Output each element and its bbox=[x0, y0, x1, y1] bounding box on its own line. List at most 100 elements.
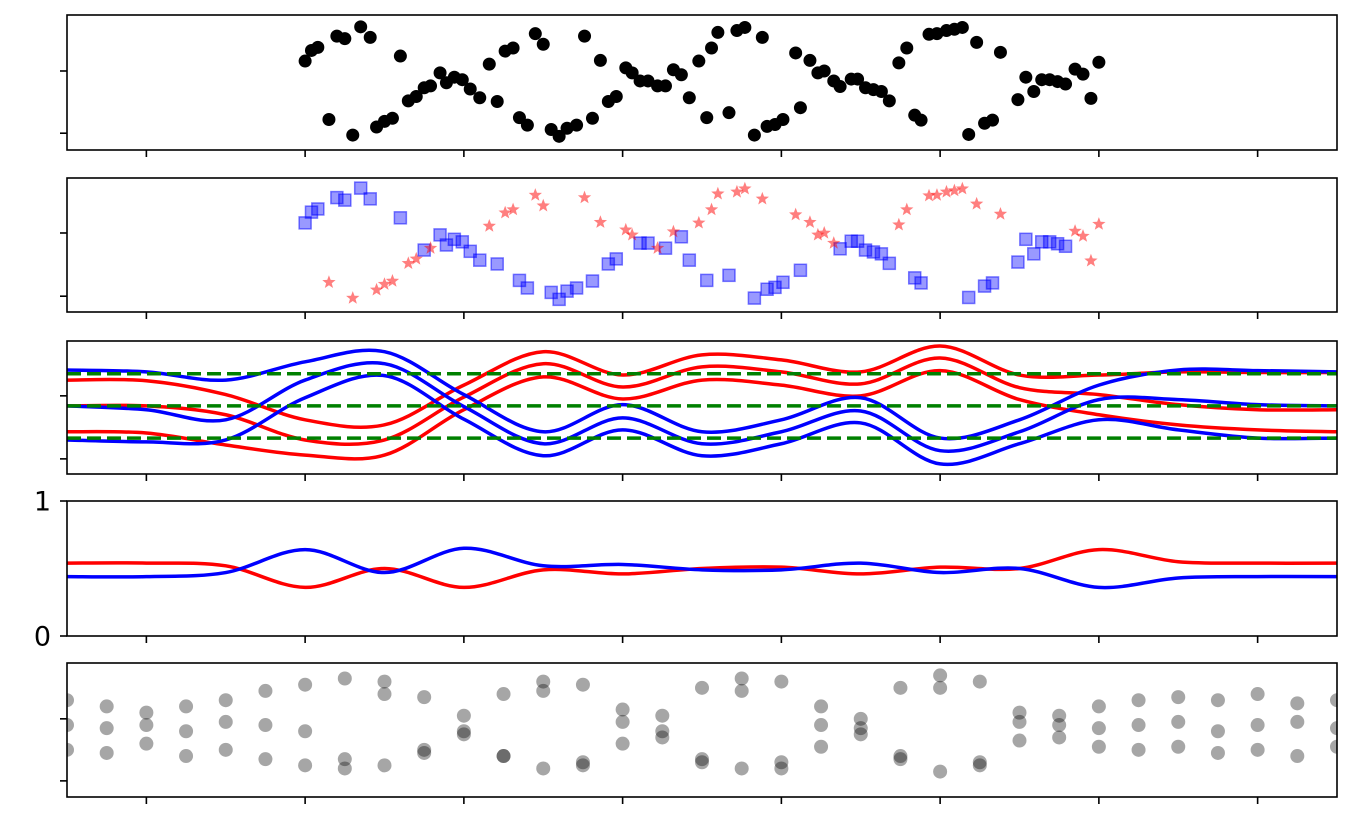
square-marker bbox=[1034, 235, 1049, 249]
point bbox=[615, 714, 630, 729]
point bbox=[655, 730, 670, 745]
point bbox=[218, 693, 233, 708]
star-marker bbox=[711, 186, 725, 200]
point bbox=[1250, 687, 1265, 702]
point bbox=[609, 89, 623, 103]
square-marker bbox=[512, 273, 527, 288]
point bbox=[882, 94, 896, 108]
square-marker bbox=[793, 263, 808, 278]
point bbox=[615, 702, 630, 717]
point bbox=[986, 113, 1000, 127]
point bbox=[528, 27, 542, 41]
point bbox=[456, 724, 471, 739]
axes-frame bbox=[66, 177, 1338, 313]
point bbox=[972, 674, 987, 689]
star-marker bbox=[506, 202, 520, 216]
point bbox=[1131, 693, 1146, 708]
star-marker bbox=[817, 225, 831, 239]
point bbox=[506, 41, 520, 55]
point bbox=[1210, 693, 1225, 708]
square-marker bbox=[776, 275, 790, 290]
square-marker bbox=[866, 245, 881, 259]
square-marker bbox=[961, 290, 976, 305]
point bbox=[298, 758, 313, 773]
star-marker bbox=[528, 188, 542, 201]
point bbox=[803, 53, 817, 67]
point bbox=[417, 745, 432, 760]
line bbox=[67, 361, 1337, 453]
axes-frame bbox=[66, 14, 1338, 151]
point bbox=[666, 63, 680, 77]
point bbox=[417, 690, 432, 705]
square-marker bbox=[473, 253, 487, 267]
point bbox=[179, 724, 194, 739]
square-marker bbox=[311, 202, 325, 216]
panel: 01 bbox=[34, 487, 1338, 653]
point bbox=[377, 674, 392, 689]
line bbox=[67, 373, 1337, 467]
point bbox=[1171, 690, 1186, 705]
point bbox=[914, 113, 928, 127]
star-marker bbox=[482, 219, 496, 232]
star-marker bbox=[401, 256, 415, 269]
square-marker bbox=[722, 268, 736, 283]
point bbox=[298, 677, 313, 692]
point bbox=[578, 29, 592, 43]
point bbox=[774, 761, 789, 776]
line bbox=[67, 368, 1337, 461]
line bbox=[67, 348, 1337, 441]
point bbox=[1330, 739, 1337, 754]
point bbox=[298, 54, 312, 68]
point bbox=[972, 755, 987, 770]
point bbox=[99, 699, 114, 714]
point bbox=[933, 764, 948, 779]
point bbox=[1019, 70, 1033, 84]
point bbox=[496, 749, 511, 764]
point bbox=[734, 671, 749, 686]
point bbox=[774, 674, 789, 689]
square-marker bbox=[544, 285, 558, 300]
star-marker bbox=[498, 205, 512, 219]
panel bbox=[60, 14, 1338, 157]
point bbox=[337, 752, 352, 767]
point bbox=[311, 40, 325, 54]
square-marker bbox=[882, 256, 897, 271]
point bbox=[1052, 718, 1067, 733]
point bbox=[993, 45, 1007, 59]
point bbox=[1027, 85, 1041, 99]
point bbox=[1210, 724, 1225, 739]
point bbox=[1052, 730, 1067, 745]
square-marker bbox=[747, 291, 762, 305]
point bbox=[258, 718, 273, 733]
point bbox=[139, 718, 154, 733]
point bbox=[1330, 721, 1337, 736]
line bbox=[67, 546, 1337, 590]
square-marker bbox=[833, 242, 847, 256]
point bbox=[496, 687, 511, 702]
point bbox=[536, 674, 551, 689]
point bbox=[1011, 93, 1025, 107]
point bbox=[179, 749, 194, 764]
point bbox=[695, 755, 709, 770]
star-marker bbox=[922, 188, 936, 202]
point bbox=[139, 705, 154, 720]
star-marker bbox=[385, 274, 400, 287]
point bbox=[962, 127, 976, 141]
point bbox=[874, 85, 888, 99]
point bbox=[893, 749, 908, 764]
axes-frame bbox=[66, 340, 1338, 475]
point bbox=[851, 72, 865, 86]
star-marker bbox=[322, 275, 336, 288]
point bbox=[814, 699, 829, 714]
point bbox=[893, 680, 908, 695]
point bbox=[695, 752, 709, 767]
point bbox=[1012, 705, 1027, 720]
square-marker bbox=[985, 276, 1000, 290]
point bbox=[1131, 742, 1146, 757]
point bbox=[575, 755, 590, 770]
point bbox=[575, 758, 590, 773]
square-marker bbox=[338, 193, 352, 207]
star-marker bbox=[947, 183, 962, 197]
star-marker bbox=[993, 207, 1008, 220]
